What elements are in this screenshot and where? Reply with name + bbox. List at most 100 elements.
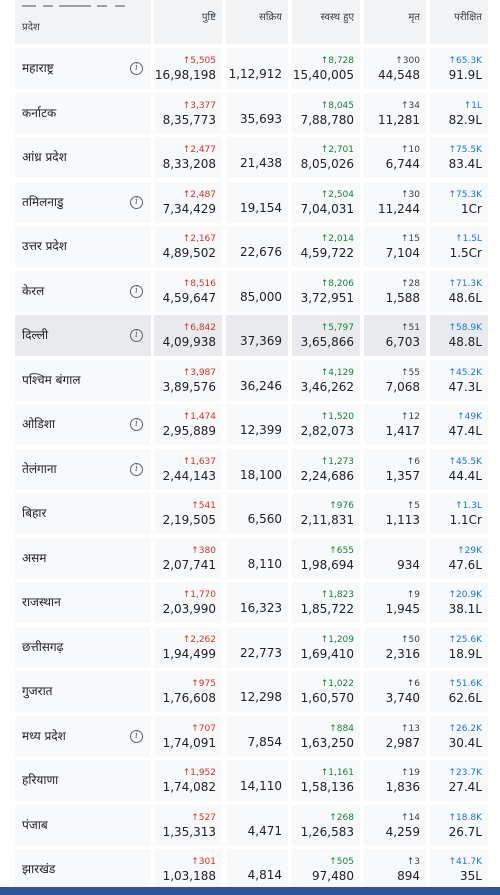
cell-tested: ↑65.3K 91.9L	[430, 48, 488, 89]
header-label-confirmed: पुष्टि	[201, 12, 216, 23]
cell-state[interactable]: तेलंगाना i	[15, 449, 151, 490]
header-cell-active[interactable]: सक्रिय	[226, 0, 288, 44]
table-row[interactable]: उत्तर प्रदेश ↑2,167 4,89,502 22,676 ↑2,014 4,…	[0, 226, 500, 267]
cell-deaths: ↑10 6,744	[364, 137, 426, 178]
table-row[interactable]: ओडिशा i ↑1,474 2,95,889 12,399 ↑1,520 2,82,073…	[0, 404, 500, 445]
info-circle-icon[interactable]: i	[130, 196, 143, 209]
header-cell-state[interactable]: प्रदेश	[15, 0, 151, 44]
cell-deaths: ↑14 4,259	[364, 805, 426, 846]
cell-state[interactable]: केरल i	[15, 271, 151, 312]
cell-state[interactable]: उत्तर प्रदेश	[15, 226, 151, 267]
cell-state[interactable]: झारखंड	[15, 849, 151, 890]
recovered-value: 3,46,262	[300, 380, 354, 394]
cell-recovered: ↑4,129 3,46,262	[292, 360, 360, 401]
table-row[interactable]: गुजरात ↑975 1,76,608 12,298 ↑1,022 1,60,570 ↑6…	[0, 671, 500, 712]
deaths-delta: ↑5	[406, 501, 420, 511]
table-row[interactable]: पश्चिम बंगाल ↑3,987 3,89,576 36,246 ↑4,129 3,…	[0, 360, 500, 401]
confirmed-value: 2,44,143	[162, 469, 216, 483]
cell-confirmed: ↑3,987 3,89,576	[154, 360, 222, 401]
info-circle-icon[interactable]: i	[130, 463, 143, 476]
cell-confirmed: ↑1,474 2,95,889	[154, 404, 222, 445]
header-scrolled-text-fragment	[22, 5, 36, 7]
confirmed-delta: ↑1,637	[182, 457, 216, 467]
cell-recovered: ↑268 1,26,583	[292, 805, 360, 846]
cell-recovered: ↑2,014 4,59,722	[292, 226, 360, 267]
confirmed-delta: ↑1,770	[182, 590, 216, 600]
cell-recovered: ↑1,161 1,58,136	[292, 760, 360, 801]
recovered-delta: ↑1,520	[320, 412, 354, 422]
state-name: पश्चिम बंगाल	[22, 373, 81, 387]
confirmed-delta: ↑1,952	[182, 768, 216, 778]
cell-state[interactable]: कर्नाटक	[15, 93, 151, 134]
cell-state[interactable]: महाराष्ट्र i	[15, 48, 151, 89]
info-circle-icon[interactable]: i	[130, 62, 143, 75]
cell-recovered: ↑8,728 15,40,005	[292, 48, 360, 89]
table-row[interactable]: असम ↑380 2,07,741 8,110 ↑655 1,98,694 934 ↑29K 4…	[0, 538, 500, 579]
info-circle-icon[interactable]: i	[130, 418, 143, 431]
table-row[interactable]: छत्तीसगढ़ ↑2,262 1,94,499 22,773 ↑1,209 1,69,…	[0, 627, 500, 668]
tested-value: 48.6L	[448, 291, 482, 305]
active-value: 4,814	[247, 868, 282, 882]
cell-recovered: ↑8,206 3,72,951	[292, 271, 360, 312]
info-circle-icon[interactable]: i	[130, 329, 143, 342]
table-row[interactable]: आंध्र प्रदेश ↑2,477 8,33,208 21,438 ↑2,701 8,…	[0, 137, 500, 178]
recovered-delta: ↑8,206	[320, 279, 354, 289]
state-name: ओडिशा	[22, 417, 56, 431]
table-row[interactable]: हरियाणा ↑1,952 1,74,082 14,110 ↑1,161 1,58,13…	[0, 760, 500, 801]
cell-state[interactable]: मध्य प्रदेश i	[15, 716, 151, 757]
header-cell-tested[interactable]: परीक्षित	[430, 0, 488, 44]
cell-active: 22,773	[226, 627, 288, 668]
table-row[interactable]: महाराष्ट्र i ↑5,505 16,98,198 1,12,912 ↑8,728…	[0, 48, 500, 89]
cell-state[interactable]: बिहार	[15, 493, 151, 534]
header-cell-deaths[interactable]: मृत	[364, 0, 426, 44]
table-row[interactable]: पंजाब ↑527 1,35,313 4,471 ↑268 1,26,583 ↑14 4,2…	[0, 805, 500, 846]
info-circle-icon[interactable]: i	[130, 730, 143, 743]
cell-tested: ↑1L 82.9L	[430, 93, 488, 134]
cell-state[interactable]: हरियाणा	[15, 760, 151, 801]
cell-deaths: ↑9 1,945	[364, 582, 426, 623]
state-name: मध्य प्रदेश	[22, 729, 66, 743]
cell-state[interactable]: आंध्र प्रदेश	[15, 137, 151, 178]
table-row[interactable]: तमिलनाडु i ↑2,487 7,34,429 19,154 ↑2,504 7,04,…	[0, 182, 500, 223]
bottom-scroll-bar[interactable]	[0, 887, 500, 895]
cell-state[interactable]: असम	[15, 538, 151, 579]
table-row[interactable]: तेलंगाना i ↑1,637 2,44,143 18,100 ↑1,273 2,24,…	[0, 449, 500, 490]
table-row[interactable]: राजस्थान ↑1,770 2,03,990 16,323 ↑1,823 1,85,7…	[0, 582, 500, 623]
active-value: 37,369	[240, 334, 282, 348]
cell-state[interactable]: ओडिशा i	[15, 404, 151, 445]
header-cell-recovered[interactable]: स्वस्थ हुए	[292, 0, 360, 44]
confirmed-value: 2,07,741	[162, 558, 216, 572]
info-circle-icon[interactable]: i	[130, 285, 143, 298]
recovered-value: 1,60,570	[300, 691, 354, 705]
cell-state[interactable]: राजस्थान	[15, 582, 151, 623]
table-row[interactable]: दिल्ली i ↑6,842 4,09,938 37,369 ↑5,797 3,65,86…	[0, 315, 500, 356]
tested-delta: ↑58.9K	[448, 323, 482, 333]
cell-state[interactable]: छत्तीसगढ़	[15, 627, 151, 668]
recovered-delta: ↑884	[329, 724, 354, 734]
header-cell-confirmed[interactable]: पुष्टि	[154, 0, 222, 44]
table-row[interactable]: झारखंड ↑301 1,03,188 4,814 ↑505 97,480 ↑3 894 ↑4…	[0, 849, 500, 890]
tested-value: 1.1Cr	[449, 513, 482, 527]
table-row[interactable]: केरल i ↑8,516 4,59,647 85,000 ↑8,206 3,72,951 ↑…	[0, 271, 500, 312]
table-row[interactable]: कर्नाटक ↑3,377 8,35,773 35,693 ↑8,045 7,88,78…	[0, 93, 500, 134]
tested-value: 48.8L	[448, 335, 482, 349]
cell-confirmed: ↑8,516 4,59,647	[154, 271, 222, 312]
table-row[interactable]: बिहार ↑541 2,19,505 6,560 ↑976 2,11,831 ↑5 1,11…	[0, 493, 500, 534]
state-name: राजस्थान	[22, 595, 61, 609]
cell-state[interactable]: पश्चिम बंगाल	[15, 360, 151, 401]
cell-deaths: ↑51 6,703	[364, 315, 426, 356]
recovered-value: 2,24,686	[300, 469, 354, 483]
cell-active: 22,676	[226, 226, 288, 267]
cell-tested: ↑29K 47.6L	[430, 538, 488, 579]
cell-state[interactable]: तमिलनाडु i	[15, 182, 151, 223]
cell-state[interactable]: गुजरात	[15, 671, 151, 712]
cell-tested: ↑1.3L 1.1Cr	[430, 493, 488, 534]
table-row[interactable]: मध्य प्रदेश i ↑707 1,74,091 7,854 ↑884 1,63,25…	[0, 716, 500, 757]
cell-state[interactable]: दिल्ली i	[15, 315, 151, 356]
deaths-value: 7,104	[385, 246, 420, 260]
recovered-value: 97,480	[312, 869, 354, 883]
cell-state[interactable]: पंजाब	[15, 805, 151, 846]
cell-confirmed: ↑2,262 1,94,499	[154, 627, 222, 668]
confirmed-value: 1,74,082	[162, 780, 216, 794]
